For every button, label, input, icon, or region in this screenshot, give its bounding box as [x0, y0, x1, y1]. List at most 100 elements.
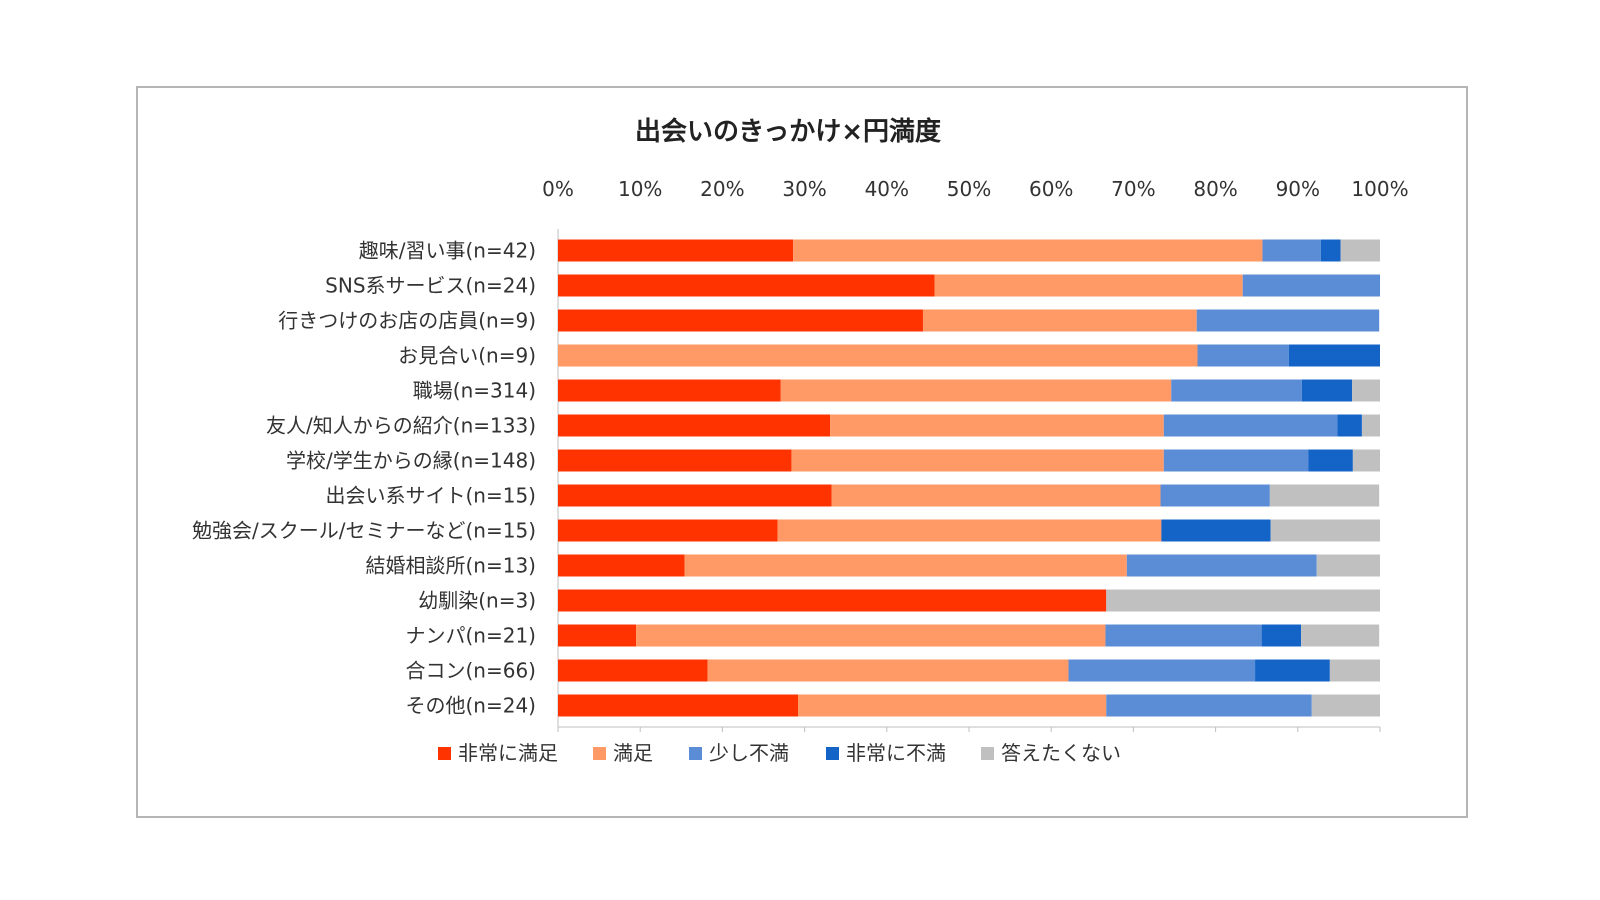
bar-segment	[558, 589, 1107, 612]
category-label: その他(n=24)	[406, 694, 537, 718]
bar-segment	[558, 554, 685, 577]
bar-segment	[1161, 519, 1271, 542]
bar-segment	[1163, 449, 1309, 472]
legend-label: 答えたくない	[1001, 741, 1121, 765]
bars	[558, 239, 1380, 717]
bar-segment	[1316, 554, 1380, 577]
bar-segment	[791, 449, 1164, 472]
bar-segment	[1262, 239, 1321, 262]
x-axis-tick-labels: 0% 10% 20% 30% 40% 50% 60% 70% 80% 90% 100%	[542, 177, 1408, 201]
bar-segment	[1171, 379, 1302, 402]
x-tick-label: 90%	[1276, 177, 1320, 201]
bar-segment	[1255, 659, 1330, 682]
bar-segment	[1068, 659, 1256, 682]
bar-segment	[922, 309, 1197, 332]
legend-swatch	[438, 747, 451, 760]
bar-segment	[1329, 659, 1380, 682]
legend-label: 満足	[613, 741, 653, 765]
category-label: 幼馴染(n=3)	[418, 589, 536, 613]
bar-segment	[777, 519, 1162, 542]
x-tick-label: 30%	[782, 177, 826, 201]
bar-segment	[558, 449, 792, 472]
bar-segment	[558, 624, 637, 647]
bar-segment	[934, 274, 1243, 297]
bar-segment	[830, 414, 1164, 437]
x-tick-label: 0%	[542, 177, 574, 201]
bar-segment	[1196, 309, 1380, 332]
bar-segment	[1106, 589, 1380, 612]
category-label: 出会い系サイト(n=15)	[326, 484, 537, 508]
category-label: 職場(n=314)	[413, 379, 536, 403]
stacked-bar-chart: 出会いのきっかけ×円満度 0% 10% 20% 30% 40% 50% 60% 70% 80% 9…	[192, 116, 1409, 765]
bar-segment	[558, 274, 935, 297]
bar-segment	[707, 659, 1069, 682]
bar-segment	[1361, 414, 1380, 437]
category-label: 結婚相談所(n=13)	[366, 554, 537, 578]
bar-segment	[798, 694, 1107, 717]
legend-label: 非常に不満	[846, 741, 946, 765]
bar-segment	[1352, 379, 1380, 402]
category-label: 合コン(n=66)	[406, 659, 537, 683]
bar-segment	[1270, 519, 1380, 542]
x-tick-label: 80%	[1193, 177, 1237, 201]
bar-segment	[1160, 484, 1270, 507]
category-label: お見合い(n=9)	[398, 344, 536, 368]
bar-segment	[1301, 379, 1353, 402]
x-tick-label: 40%	[865, 177, 909, 201]
axes	[557, 229, 1381, 732]
x-tick-label: 60%	[1029, 177, 1073, 201]
bar-segment	[831, 484, 1161, 507]
bar-segment	[1320, 239, 1341, 262]
bar-segment	[1126, 554, 1317, 577]
category-label: 学校/学生からの縁(n=148)	[286, 449, 536, 473]
category-labels: 趣味/習い事(n=42) SNS系サービス(n=24) 行きつけのお店の店員(n=9…	[192, 239, 536, 718]
legend-label: 少し不満	[709, 741, 789, 765]
bar-segment	[1106, 694, 1312, 717]
bar-segment	[558, 309, 923, 332]
bar-segment	[684, 554, 1127, 577]
bar-segment	[1261, 624, 1302, 647]
legend-swatch	[593, 747, 606, 760]
bar-segment	[558, 239, 794, 262]
x-tick-label: 100%	[1351, 177, 1408, 201]
bar-segment	[1311, 694, 1380, 717]
bar-segment	[558, 414, 831, 437]
bar-segment	[558, 344, 1198, 367]
x-tick-label: 50%	[947, 177, 991, 201]
bar-segment	[1288, 344, 1380, 367]
category-label: ナンパ(n=21)	[406, 624, 537, 648]
bar-segment	[1340, 239, 1380, 262]
bar-segment	[1337, 414, 1362, 437]
bar-segment	[558, 694, 799, 717]
bar-segment	[780, 379, 1172, 402]
legend-label: 非常に満足	[458, 741, 558, 765]
legend-swatch	[981, 747, 994, 760]
bar-segment	[793, 239, 1263, 262]
category-label: 行きつけのお店の店員(n=9)	[278, 309, 536, 333]
category-label: 趣味/習い事(n=42)	[359, 239, 536, 263]
category-label: 友人/知人からの紹介(n=133)	[266, 414, 536, 438]
bar-segment	[1163, 414, 1338, 437]
legend-swatch	[826, 747, 839, 760]
bar-segment	[1105, 624, 1262, 647]
bar-segment	[1269, 484, 1380, 507]
legend-swatch	[689, 747, 702, 760]
category-label: SNS系サービス(n=24)	[325, 274, 536, 298]
chart-frame: 出会いのきっかけ×円満度 0% 10% 20% 30% 40% 50% 60% 70% 80% 9…	[136, 86, 1468, 818]
bar-segment	[636, 624, 1106, 647]
bar-segment	[1352, 449, 1380, 472]
bar-segment	[1197, 344, 1289, 367]
category-label: 勉強会/スクール/セミナーなど(n=15)	[192, 519, 536, 543]
x-tick-label: 10%	[618, 177, 662, 201]
bar-segment	[558, 519, 778, 542]
bar-segment	[558, 484, 832, 507]
legend: 非常に満足 満足 少し不満 非常に不満 答えたくない	[438, 741, 1121, 765]
x-tick-label: 70%	[1111, 177, 1155, 201]
bar-segment	[1242, 274, 1380, 297]
bar-segment	[558, 379, 781, 402]
bar-segment	[1301, 624, 1380, 647]
bar-segment	[1308, 449, 1353, 472]
chart-title: 出会いのきっかけ×円満度	[635, 116, 941, 147]
bar-segment	[558, 659, 708, 682]
x-tick-label: 20%	[700, 177, 744, 201]
